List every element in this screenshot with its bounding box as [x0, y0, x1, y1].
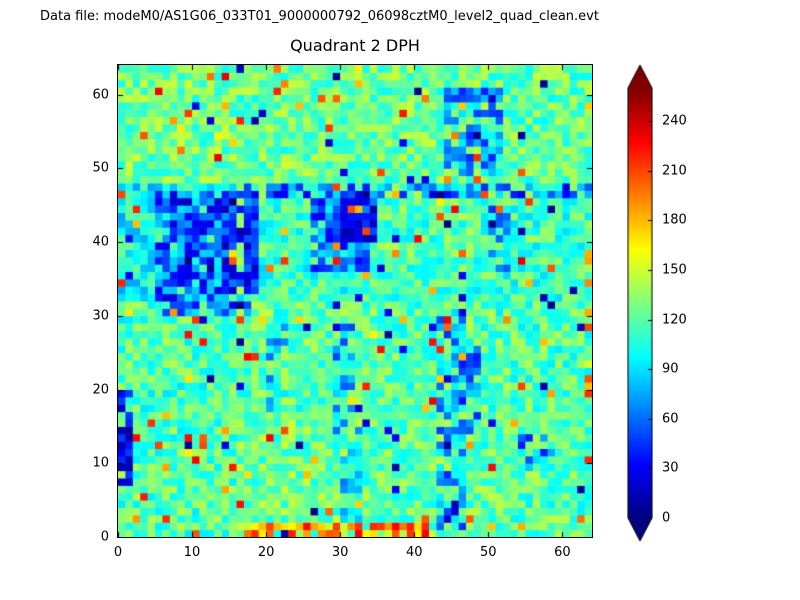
- colorbar-tick-label: 210: [662, 163, 687, 179]
- colorbar-tick-label: 30: [662, 460, 679, 476]
- x-tick-label: 10: [183, 545, 201, 560]
- x-tick-label: 20: [257, 545, 275, 560]
- y-tick-label: 30: [92, 308, 109, 324]
- x-tick-label: 0: [113, 545, 123, 560]
- y-tick-label: 40: [92, 234, 109, 250]
- colorbar-tick-label: 0: [662, 510, 671, 526]
- y-tick-label: 20: [92, 382, 109, 397]
- colorbar-tick-label: 90: [662, 361, 679, 377]
- x-tick-label: 60: [554, 545, 571, 560]
- colorbar-tick-label: 150: [662, 262, 687, 278]
- colorbar-tick-label: 180: [662, 212, 687, 228]
- data-file-label: Data file: modeM0/AS1G06_033T01_90000007…: [40, 9, 599, 24]
- y-tick-label: 50: [92, 160, 109, 176]
- chart-title: Quadrant 2 DPH: [290, 36, 420, 55]
- heatmap-canvas: [117, 64, 593, 538]
- colorbar-tick-label: 120: [662, 312, 687, 328]
- x-tick-label: 30: [331, 545, 349, 560]
- y-tick-label: 10: [92, 455, 109, 471]
- x-tick-label: 50: [480, 545, 497, 560]
- colorbar: [627, 64, 653, 542]
- colorbar-tick-label: 240: [662, 113, 687, 129]
- y-tick-label: 60: [92, 87, 109, 102]
- x-tick-label: 40: [405, 545, 423, 560]
- y-tick-label: 0: [100, 529, 109, 545]
- colorbar-tick-label: 60: [662, 411, 679, 427]
